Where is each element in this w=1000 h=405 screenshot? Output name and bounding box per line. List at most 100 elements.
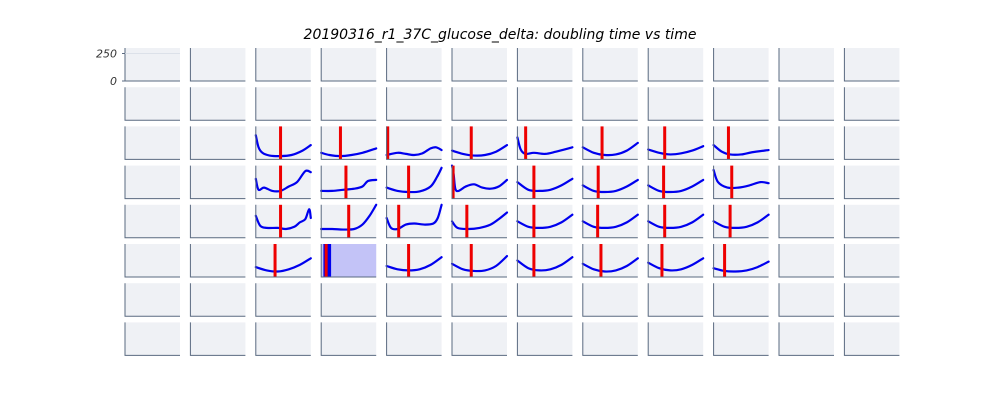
panel-r5-c5 (450, 244, 509, 278)
panel-background (713, 48, 769, 81)
panel-r5-c1 (189, 244, 246, 278)
panel-axes (124, 204, 180, 239)
doubling-time-curve (385, 146, 443, 157)
panel-r3-c11 (843, 165, 900, 200)
panel-r1-c6 (516, 87, 573, 121)
panel-background (582, 322, 638, 356)
panel-background (190, 87, 246, 121)
panel-axes (647, 165, 704, 200)
panel-background (386, 48, 442, 81)
panel-axes (582, 126, 638, 160)
panel-r2-c5 (450, 126, 509, 160)
panel-r5-c4 (385, 244, 443, 278)
panel-r4-c8 (647, 204, 705, 239)
panel-axes (516, 126, 573, 160)
panel-axes (582, 204, 638, 239)
panel-axes (386, 126, 442, 160)
panel-background (779, 48, 834, 81)
panel-r6-c1 (189, 283, 246, 317)
panel-axes (451, 322, 507, 356)
panel-axes (713, 165, 769, 200)
panel-background (321, 87, 377, 121)
panel-r4-c1 (189, 204, 246, 239)
panel-r4-c10 (778, 204, 834, 239)
panel-background (713, 283, 769, 317)
panel-grid: 0 250 (96, 48, 900, 356)
panel-background (713, 87, 769, 121)
panel-background (844, 283, 900, 317)
panel-r4-c7 (581, 204, 639, 239)
panel-axes (386, 204, 442, 239)
chart-title: 20190316_r1_37C_glucose_delta: doubling … (304, 27, 697, 43)
panel-background (582, 87, 638, 121)
panel-r2-c4 (385, 126, 443, 160)
panel-axes (386, 165, 442, 200)
panel-r5-c9 (712, 244, 770, 278)
panel-axes (843, 48, 900, 82)
panel-background (648, 283, 704, 317)
doubling-time-curve (647, 145, 705, 156)
doubling-time-curve (581, 213, 639, 229)
panel-axes (255, 126, 311, 160)
panel-axes (582, 87, 638, 121)
panel-r5-c11 (843, 244, 900, 278)
panel-background (844, 48, 900, 81)
panel-axes (713, 48, 769, 82)
panel-axes (778, 126, 834, 160)
panel-axes (843, 165, 900, 200)
panel-r1-c4 (386, 87, 442, 121)
panel-background (452, 126, 507, 160)
doubling-time-curve (320, 178, 378, 193)
doubling-time-curve (516, 256, 574, 272)
panel-r1-c0 (124, 87, 180, 121)
doubling-time-curve (254, 208, 312, 231)
panel-r7-c5 (451, 322, 507, 356)
panel-r5-c0 (124, 244, 180, 278)
panel-axes (778, 204, 834, 239)
panel-r6-c3 (320, 283, 377, 317)
panel-r2-c8 (647, 126, 705, 160)
panel-background (190, 126, 246, 160)
panel-background (844, 87, 900, 121)
panel-r7-c9 (713, 322, 769, 356)
panel-axes (124, 165, 180, 200)
panel-r2-c9 (712, 126, 770, 160)
panel-background (386, 87, 442, 121)
panel-r3-c3 (320, 165, 378, 200)
doubling-time-curve (712, 144, 770, 156)
panel-background (517, 48, 573, 81)
panel-background (125, 244, 180, 277)
panel-background (386, 283, 442, 317)
panel-r6-c0 (124, 283, 180, 317)
panel-axes (647, 322, 704, 356)
panel-r0-c8 (647, 48, 704, 82)
doubling-time-curve (581, 178, 639, 194)
panel-background (517, 165, 573, 199)
panel-background (125, 204, 180, 238)
panel-r0-c11 (843, 48, 900, 82)
panel-axes (451, 204, 507, 239)
panel-axes (582, 283, 638, 317)
panel-r1-c10 (778, 87, 834, 121)
panel-axes (778, 244, 834, 278)
panel-r6-c7 (582, 283, 638, 317)
panel-background (321, 283, 377, 317)
panel-background (321, 322, 377, 356)
panel-axes (451, 244, 507, 278)
panel-r7-c7 (582, 322, 638, 356)
panel-r6-c8 (647, 283, 704, 317)
doubling-time-curve (450, 255, 509, 273)
panel-background (321, 126, 377, 160)
panel-background (844, 165, 900, 199)
panel-axes (713, 126, 769, 160)
panel-axes (189, 165, 246, 200)
doubling-time-curve (385, 256, 443, 272)
panel-axes (451, 283, 507, 317)
panel-background (779, 322, 834, 356)
panel-axes (124, 87, 180, 121)
panel-r6-c9 (713, 283, 769, 317)
panel-r4-c5 (450, 204, 509, 239)
panel-axes (516, 87, 573, 121)
panel-r2-c10 (778, 126, 834, 160)
